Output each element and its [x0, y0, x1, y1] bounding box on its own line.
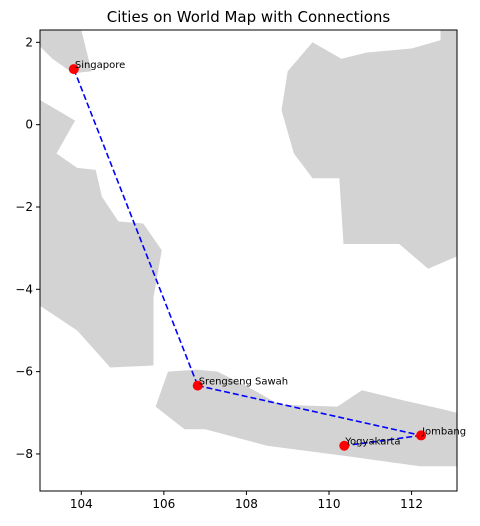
city-label-jombang: Jombang: [421, 426, 466, 437]
land-layer: [40, 30, 457, 467]
connection-line: [344, 434, 422, 447]
city-markers: [68, 64, 427, 451]
city-marker-jombang: [416, 430, 427, 441]
city-label-singapore: Singapore: [75, 60, 125, 71]
connection-line: [73, 68, 199, 386]
y-tick-label: −6: [15, 365, 33, 379]
x-tick-label: 104: [70, 497, 93, 511]
city-label-yogyakarta: Yogyakarta: [344, 437, 400, 448]
x-tick-label: 106: [152, 497, 175, 511]
land-malay-peninsula: [40, 30, 92, 74]
city-marker-singapore: [68, 64, 79, 75]
y-tick-label: −2: [15, 200, 33, 214]
plot-frame: [39, 29, 458, 492]
city-label-srengseng-sawah: Srengseng Sawah: [199, 377, 288, 388]
connection-line: [197, 384, 422, 437]
land-java: [155, 369, 457, 467]
x-tick-label: 110: [318, 497, 341, 511]
y-tick-label: −4: [15, 282, 33, 296]
x-tick-label: 108: [235, 497, 258, 511]
land-sumatra: [40, 100, 162, 368]
y-axis: 2 0 −2 −4 −6 −8: [15, 35, 40, 461]
y-tick-label: −8: [15, 447, 33, 461]
y-tick-label: 2: [25, 35, 33, 49]
x-axis: 104 106 108 110 112: [70, 491, 423, 511]
land-borneo: [281, 30, 457, 269]
city-labels: Singapore Srengseng Sawah Jombang Yogyakart…: [75, 60, 466, 448]
x-tick-label: 112: [400, 497, 423, 511]
y-tick-label: 0: [25, 118, 33, 132]
city-marker-yogyakarta: [339, 440, 350, 451]
city-marker-srengseng-sawah: [192, 380, 203, 391]
connection-lines: [73, 68, 422, 447]
chart-title: Cities on World Map with Connections: [107, 8, 391, 26]
